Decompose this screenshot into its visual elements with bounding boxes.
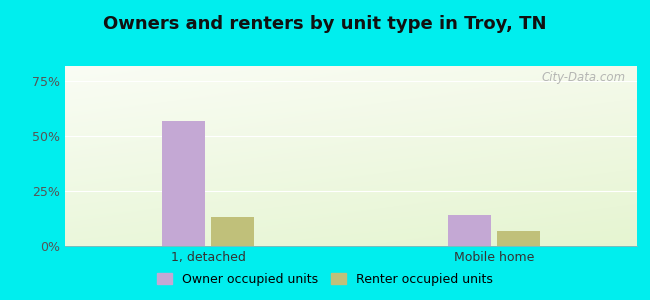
Legend: Owner occupied units, Renter occupied units: Owner occupied units, Renter occupied un… bbox=[152, 268, 498, 291]
Bar bbox=[162, 121, 205, 246]
Bar bbox=[448, 215, 491, 246]
Text: City-Data.com: City-Data.com bbox=[541, 71, 625, 84]
Bar bbox=[497, 231, 540, 246]
Bar bbox=[211, 218, 254, 246]
Text: Owners and renters by unit type in Troy, TN: Owners and renters by unit type in Troy,… bbox=[103, 15, 547, 33]
